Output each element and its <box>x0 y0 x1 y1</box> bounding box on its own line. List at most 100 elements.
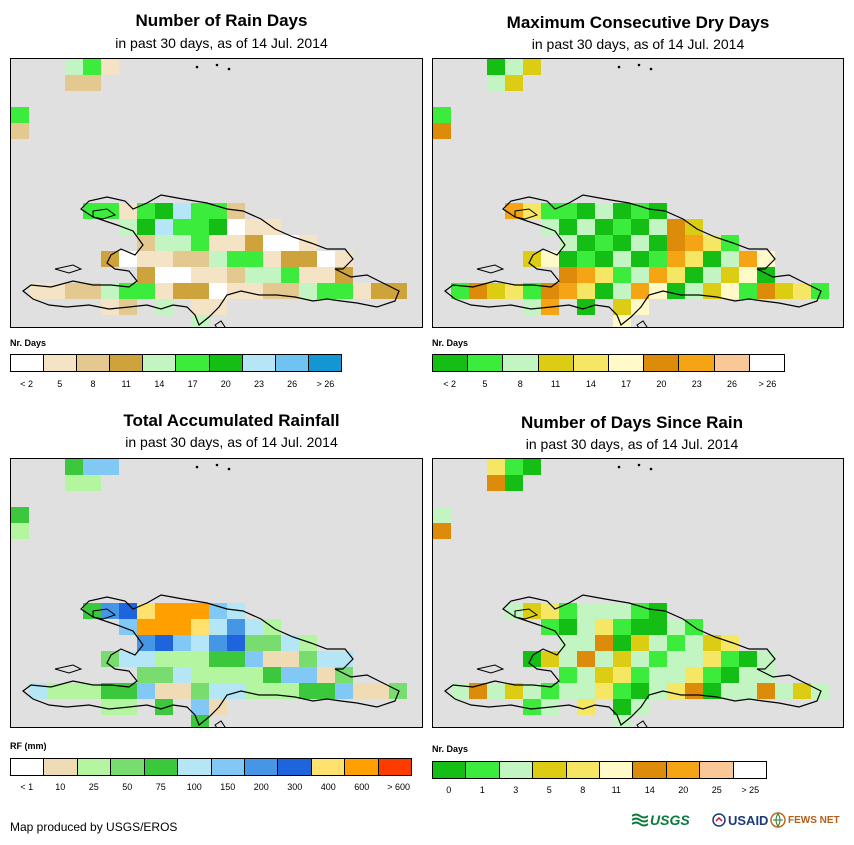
raster-cell <box>101 59 119 75</box>
panel-title: Total Accumulated Rainfall <box>123 411 340 430</box>
raster-cell <box>505 603 523 619</box>
raster-cell <box>775 283 793 299</box>
hispaniola-outline <box>22 594 400 726</box>
island-outline <box>476 664 505 674</box>
map-total-rainfall[interactable] <box>10 458 423 728</box>
raster-cell <box>191 251 209 267</box>
raster-cell <box>667 251 685 267</box>
raster-cells <box>11 459 407 727</box>
raster-cell <box>757 251 775 267</box>
map-max-dry-days[interactable] <box>432 58 844 328</box>
raster-cell <box>667 651 685 667</box>
legend-swatch <box>44 759 78 775</box>
raster-cell <box>209 283 227 299</box>
raster-cell <box>65 59 83 75</box>
usgs-logo[interactable]: USGS <box>632 806 710 834</box>
raster-cell <box>757 683 775 699</box>
raster-cell <box>433 123 451 139</box>
raster-cell <box>281 635 299 651</box>
raster-cell <box>245 283 263 299</box>
raster-cell <box>487 75 505 91</box>
raster-cell <box>173 235 191 251</box>
raster-cell <box>245 251 263 267</box>
usaid-logo[interactable]: USAID <box>712 806 772 834</box>
raster-cell <box>101 459 119 475</box>
raster-cell <box>595 651 613 667</box>
islet-marker <box>227 467 231 471</box>
raster-cell <box>209 651 227 667</box>
raster-cell <box>263 251 281 267</box>
raster-cell <box>505 459 523 475</box>
raster-cell <box>191 715 209 727</box>
legend-label: 26 <box>287 379 298 389</box>
raster-cell <box>209 635 227 651</box>
raster-cell <box>487 475 505 491</box>
raster-cell <box>281 251 299 267</box>
raster-cell <box>173 619 191 635</box>
raster-cell <box>541 203 559 219</box>
legend-swatch <box>244 759 279 775</box>
island-outline <box>214 720 226 727</box>
raster-cell <box>173 251 191 267</box>
legend-swatch <box>311 759 346 775</box>
raster-cell <box>209 699 227 715</box>
hispaniola-outline <box>22 194 400 326</box>
raster-cell <box>757 651 775 667</box>
raster-cell <box>65 683 83 699</box>
raster-cell <box>83 75 101 91</box>
raster-cell <box>245 267 263 283</box>
raster-cell <box>541 603 559 619</box>
raster-cell <box>245 667 263 683</box>
legend-label: 50 <box>122 782 133 792</box>
raster-cell <box>137 603 155 619</box>
raster-cell <box>137 667 155 683</box>
raster-cell <box>577 251 595 267</box>
legend-swatch <box>533 762 567 778</box>
raster-cell <box>227 267 245 283</box>
raster-cell <box>101 251 119 267</box>
raster-cell <box>739 667 757 683</box>
map-rain-days[interactable] <box>10 58 423 328</box>
raster-cell <box>317 267 335 283</box>
raster-cell <box>245 619 263 635</box>
legend-label: 3 <box>513 785 519 795</box>
legend-swatch <box>538 355 574 371</box>
raster-cell <box>209 667 227 683</box>
usgs-logo-text: USGS <box>650 812 690 828</box>
raster-cell <box>317 283 335 299</box>
raster-cell <box>631 603 649 619</box>
raster-cell <box>335 683 353 699</box>
island-outline <box>214 320 226 327</box>
raster-cell <box>353 683 371 699</box>
island-outline <box>476 264 505 274</box>
raster-cell <box>119 603 137 619</box>
map-credit: Map produced by USGS/EROS <box>10 820 178 834</box>
raster-cell <box>559 603 577 619</box>
legend-label: 150 <box>220 782 236 792</box>
usgs-wave-icon <box>632 813 648 827</box>
raster-cell <box>371 683 389 699</box>
map-days-since-rain[interactable] <box>432 458 844 728</box>
fewsnet-logo[interactable]: FEWS NET <box>770 806 846 834</box>
legend-label: < 2 <box>443 379 457 389</box>
raster-cell <box>191 267 209 283</box>
legend-label: 25 <box>88 782 99 792</box>
raster-cell <box>335 251 353 267</box>
raster-cell <box>263 683 281 699</box>
islet-marker <box>215 463 219 467</box>
raster-cell <box>793 683 811 699</box>
raster-cell <box>631 635 649 651</box>
raster-cell <box>595 667 613 683</box>
raster-cell <box>11 123 29 139</box>
raster-cell <box>577 283 595 299</box>
usaid-seal-icon <box>712 813 726 827</box>
raster-cell <box>703 651 721 667</box>
raster-cell <box>299 683 317 699</box>
legend-swatch <box>44 355 78 371</box>
raster-cell <box>577 203 595 219</box>
raster-cell <box>721 283 739 299</box>
raster-cell <box>173 635 191 651</box>
raster-cell <box>191 315 209 327</box>
raster-cell <box>757 283 775 299</box>
legend-label: 5 <box>482 379 488 389</box>
